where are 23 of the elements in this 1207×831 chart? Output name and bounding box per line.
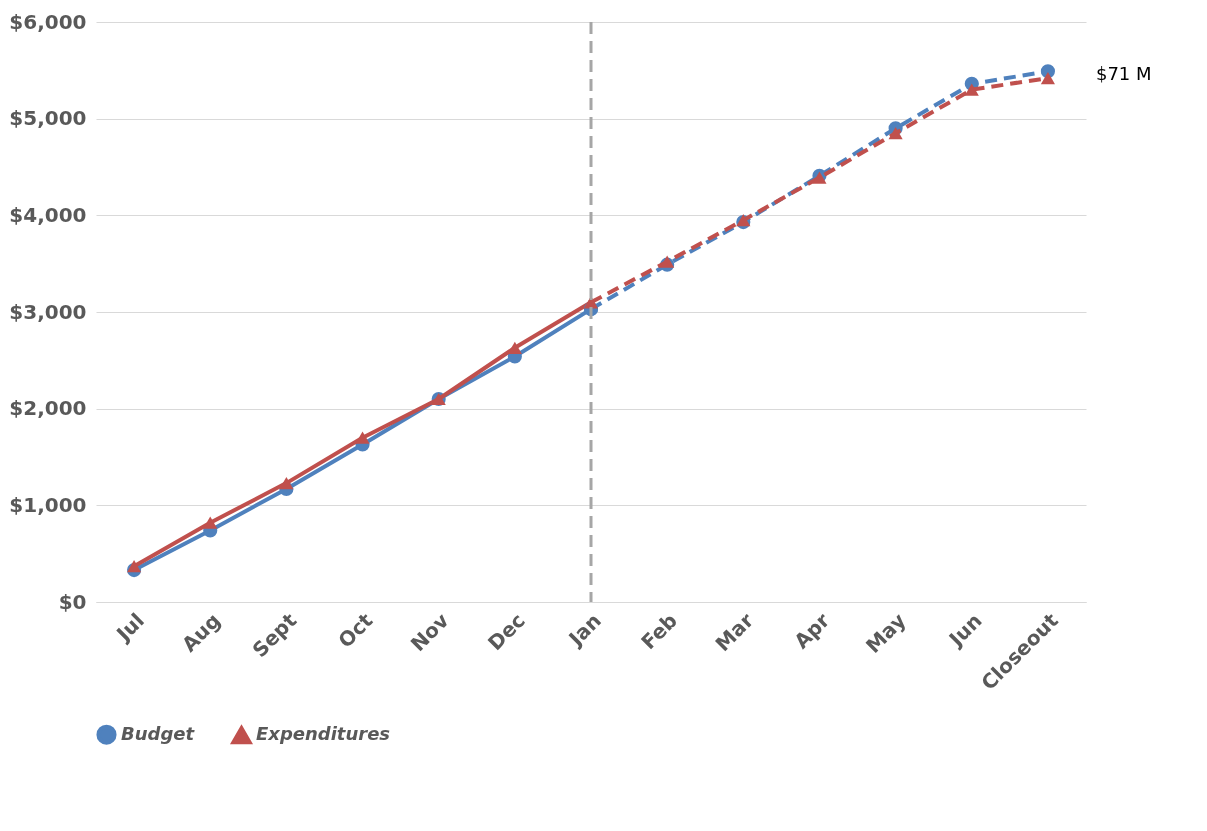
y-tick-label: $1,000 [9,492,87,517]
point [964,83,979,96]
legend-label: Budget [121,722,196,744]
x-tick-label: Feb [636,608,682,655]
legend-label: Expenditures [256,723,391,745]
x-tick-label: Jan [562,608,606,652]
annotation: $71 M [1095,62,1152,84]
point [660,255,675,268]
x-tick-label: Jul [110,608,149,647]
point [279,476,294,490]
y-tick-label: $6,000 [9,9,87,34]
point [507,341,522,354]
y-tick-label: $3,000 [9,299,87,324]
point [355,431,370,444]
y-tick-label: $2,000 [9,396,87,421]
point [888,127,903,140]
y-tick-label: $5,000 [9,106,87,131]
y-tick-label: $0 [58,589,87,614]
point [127,560,142,573]
y-tick-label: $4,000 [9,202,87,227]
point [203,516,218,529]
point [1040,71,1055,85]
x-tick-label: Oct [333,608,378,653]
